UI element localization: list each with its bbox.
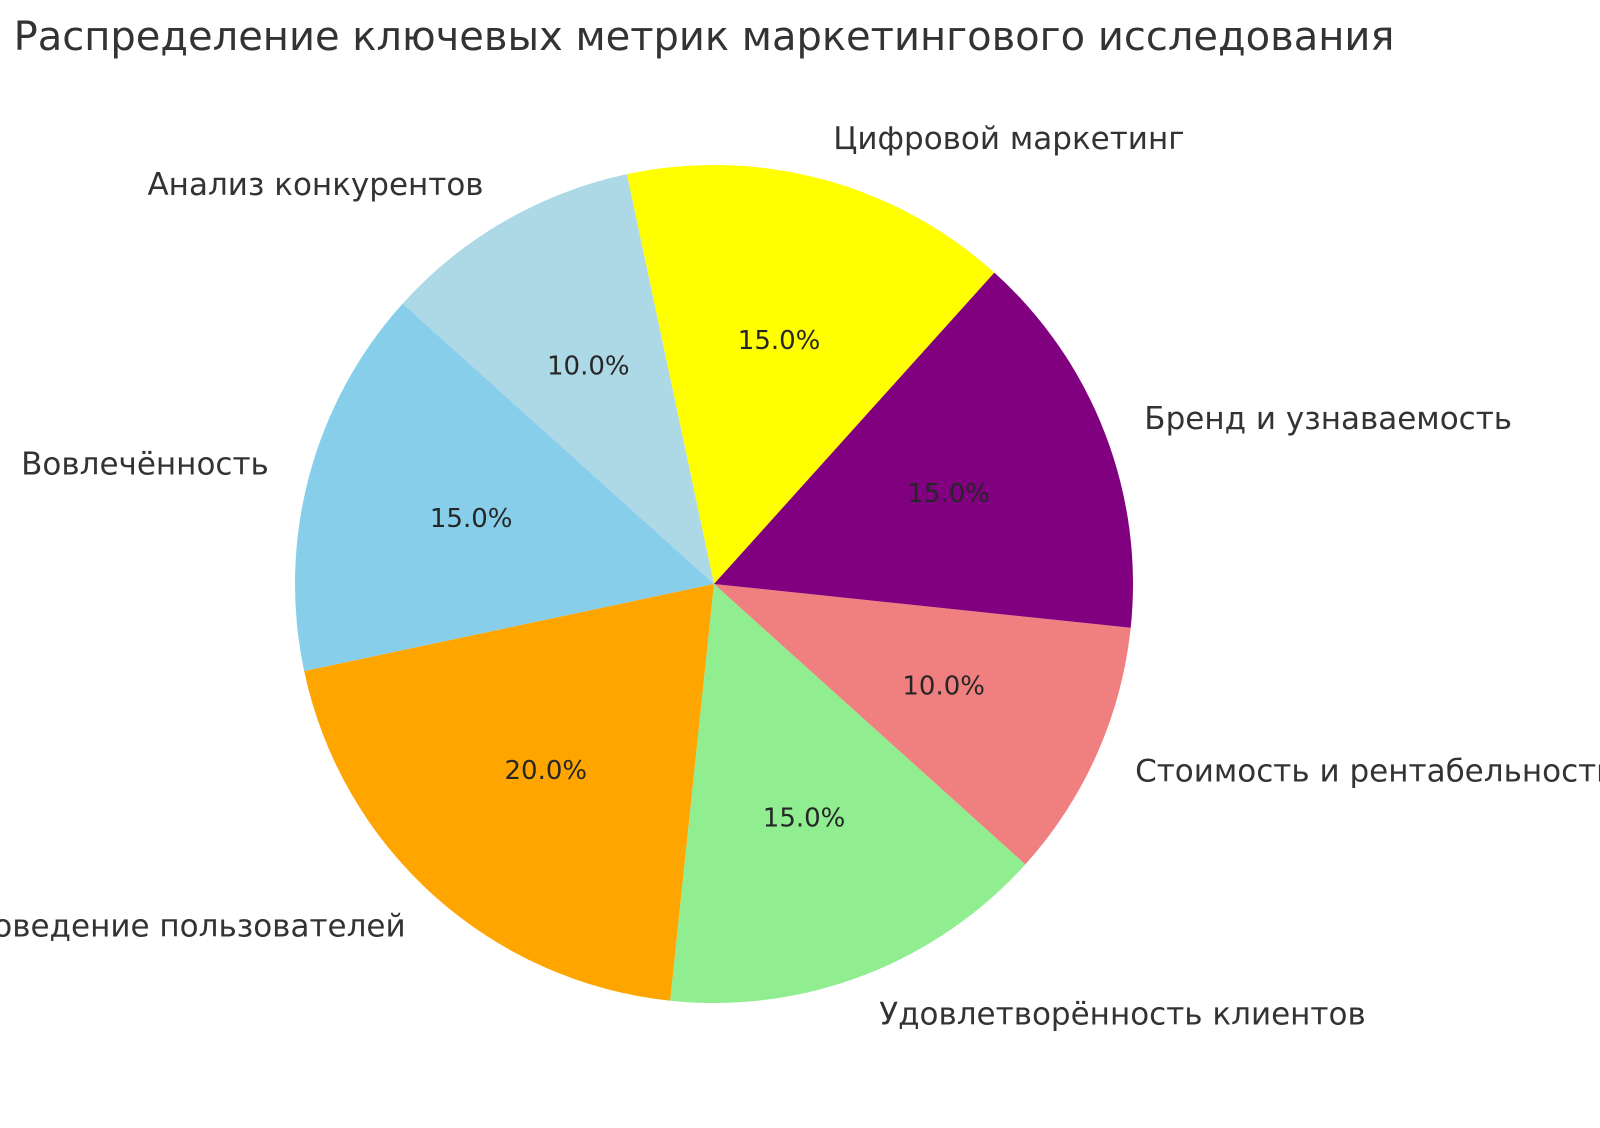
pie-slice-5 [714, 584, 1131, 865]
pie-slice-1 [402, 174, 714, 584]
pie-slice-0 [626, 165, 995, 584]
pie-slice-label-5: Стоимость и рентабельность [1135, 754, 1600, 790]
pie-slice-4 [670, 584, 1026, 1003]
pie-slice-label-6: Бренд и узнаваемость [1144, 401, 1512, 437]
pie-slice-label-2: Вовлечённость [21, 447, 269, 483]
pie-slice-pct-6: 15.0% [907, 479, 990, 509]
pie-slice-pct-2: 15.0% [430, 504, 513, 534]
pie-slice-2 [295, 303, 714, 672]
pie-slice-pct-1: 10.0% [547, 351, 630, 381]
pie-slice-6 [714, 272, 1133, 628]
pie-slice-label-1: Анализ конкурентов [147, 167, 483, 203]
pie-slice-pct-4: 15.0% [763, 804, 846, 834]
pie-slice-pct-0: 15.0% [738, 326, 821, 356]
pie-slice-pct-3: 20.0% [504, 756, 587, 786]
pie-slice-pct-5: 10.0% [902, 671, 985, 701]
chart-title: Распределение ключевых метрик маркетинго… [13, 14, 1395, 60]
pie-slice-label-0: Цифровой маркетинг [833, 121, 1184, 157]
pie-slice-3 [304, 584, 714, 1001]
pie-slice-label-4: Удовлетворённость клиентов [879, 996, 1366, 1032]
pie-slice-label-3: Поведение пользователей [0, 909, 406, 945]
